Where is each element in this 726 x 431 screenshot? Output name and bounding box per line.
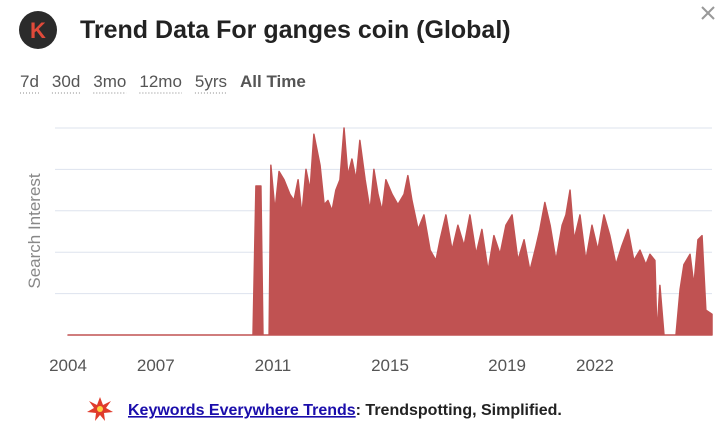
time-range-tab[interactable]: 12mo bbox=[139, 72, 182, 91]
footer-icon bbox=[87, 397, 113, 421]
x-tick-label: 2004 bbox=[49, 356, 87, 375]
time-range-tab[interactable]: 3mo bbox=[93, 72, 126, 91]
x-tick-label: 2007 bbox=[137, 356, 175, 375]
time-range-tab[interactable]: 5yrs bbox=[195, 72, 227, 91]
close-button[interactable] bbox=[701, 6, 715, 20]
x-tick-label: 2019 bbox=[488, 356, 526, 375]
chart-title: Trend Data For ganges coin (Global) bbox=[80, 16, 511, 44]
x-tick-label: 2022 bbox=[576, 356, 614, 375]
area bbox=[67, 127, 713, 336]
time-range-tab[interactable]: All Time bbox=[240, 72, 306, 91]
logo-icon bbox=[19, 11, 57, 49]
x-tick-label: 2011 bbox=[255, 356, 292, 375]
x-tick-label: 2015 bbox=[371, 356, 409, 375]
time-range-tab[interactable]: 30d bbox=[52, 72, 80, 91]
logo-letter: K bbox=[30, 18, 46, 43]
footer-tagline: : Trendspotting, Simplified. bbox=[356, 402, 562, 419]
footer-link[interactable]: Keywords Everywhere Trends bbox=[128, 402, 356, 419]
y-axis-label: Search Interest bbox=[25, 173, 44, 289]
time-range-tab[interactable]: 7d bbox=[20, 72, 39, 91]
